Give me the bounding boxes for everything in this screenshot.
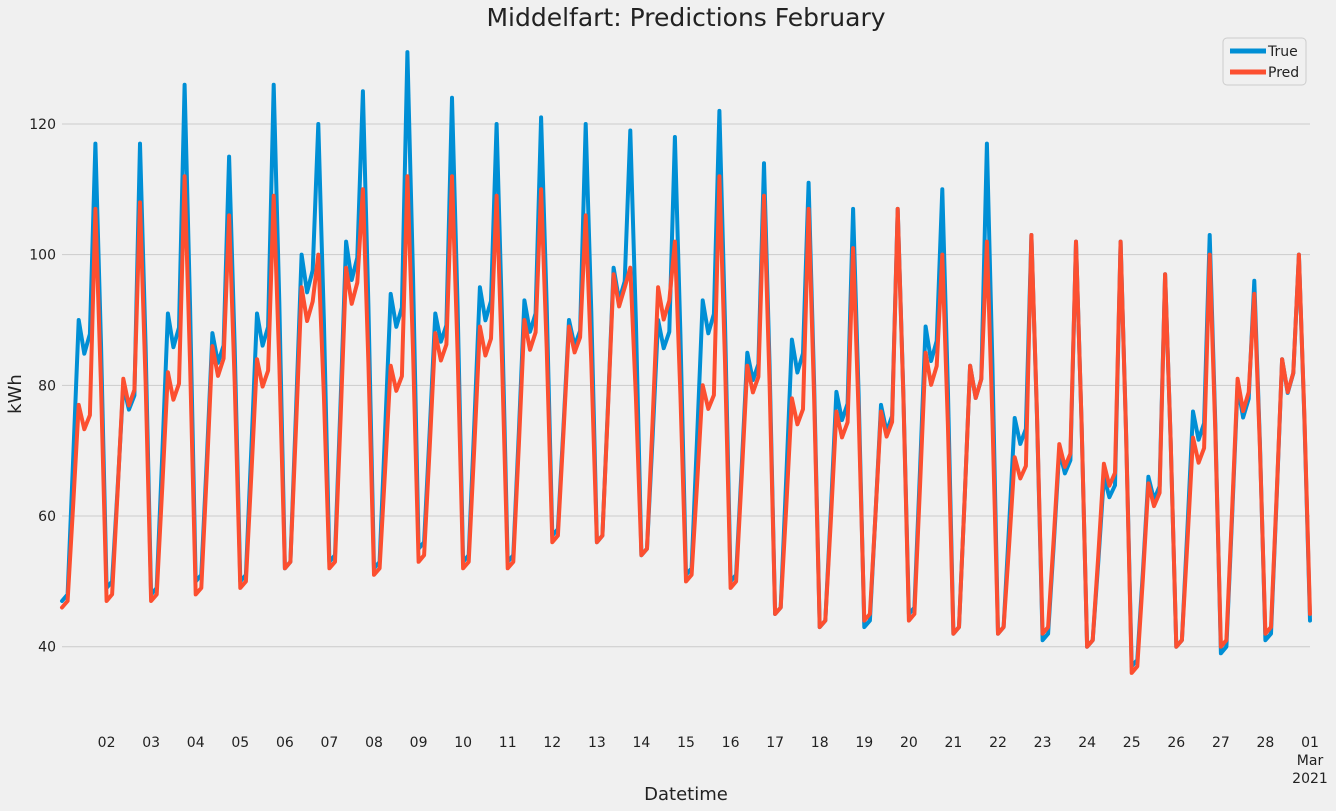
x-tick-label-2021-02-27: 27 [1212,735,1230,751]
x-tick-label-2021-02-22: 22 [989,735,1007,751]
x-tick-label-2021-02-08: 08 [365,735,383,751]
x-tick-label-2021-02-25: 25 [1123,735,1141,751]
x-axis-ticks: 02 03 04 05 06 07 08 09 10 11 12 13 14 15 16 17 18 19 20 21… [98,735,1328,787]
series-line-pred [60,174,1312,675]
y-tick-label-120: 120 [29,117,56,133]
x-tick-label-2021-02-11: 11 [499,735,517,751]
y-tick-label-100: 100 [29,248,56,264]
x-axis-label: Datetime [644,784,728,805]
series-layer [60,50,1312,675]
x-tick-label-2021-02-17: 17 [766,735,784,751]
x-tick-label-2021-02-24: 24 [1078,735,1096,751]
y-tick-label-40: 40 [38,640,56,656]
x-tick-sublabel-year: 2021 [1292,771,1328,787]
chart-title: Middelfart: Predictions February [486,3,885,32]
legend-label-pred: Pred [1268,65,1299,81]
y-axis-label: kWh [5,374,26,414]
x-tick-label-2021-02-21: 21 [945,735,963,751]
x-tick-label-2021-02-15: 15 [677,735,695,751]
x-tick-label-2021-03-01: 01 [1301,735,1319,751]
y-tick-label-60: 60 [38,509,56,525]
x-tick-label-2021-02-13: 13 [588,735,606,751]
x-tick-label-2021-02-03: 03 [142,735,160,751]
x-tick-label-2021-02-19: 19 [855,735,873,751]
x-tick-label-2021-02-09: 09 [410,735,428,751]
x-tick-label-2021-02-28: 28 [1257,735,1275,751]
x-tick-sublabel-month: Mar [1297,753,1324,769]
x-tick-label-2021-02-20: 20 [900,735,918,751]
x-tick-label-2021-02-18: 18 [811,735,829,751]
x-tick-label-2021-02-23: 23 [1034,735,1052,751]
y-tick-label-80: 80 [38,378,56,394]
x-tick-label-2021-02-16: 16 [722,735,740,751]
x-tick-label-2021-02-12: 12 [543,735,561,751]
x-tick-label-2021-02-05: 05 [231,735,249,751]
legend-label-true: True [1267,44,1298,60]
x-tick-label-2021-02-10: 10 [454,735,472,751]
legend: True Pred [1222,37,1307,86]
x-tick-label-2021-02-26: 26 [1167,735,1185,751]
x-tick-label-2021-02-07: 07 [321,735,339,751]
x-tick-label-2021-02-14: 14 [633,735,651,751]
x-tick-label-2021-02-02: 02 [98,735,116,751]
x-tick-label-2021-02-04: 04 [187,735,205,751]
y-axis-ticks: 40 60 80 100 120 [29,117,56,656]
x-tick-label-2021-02-06: 06 [276,735,294,751]
